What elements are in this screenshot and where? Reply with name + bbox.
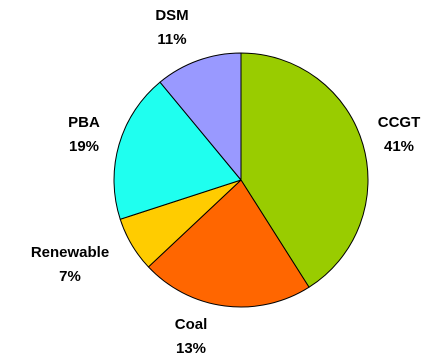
label-coal-name: Coal bbox=[175, 316, 208, 333]
label-pba-name: PBA bbox=[68, 114, 100, 131]
label-pba-percent: 19% bbox=[69, 138, 99, 155]
label-renewable-percent: 7% bbox=[59, 268, 81, 285]
pie-slice-coal bbox=[147, 179, 310, 308]
label-coal-percent: 13% bbox=[176, 340, 206, 357]
pie-slice-ccgt bbox=[240, 52, 369, 288]
pie-slice-pba bbox=[113, 81, 242, 220]
pie-slice-dsm bbox=[159, 52, 242, 181]
label-ccgt-percent: 41% bbox=[384, 138, 414, 155]
label-ccgt-name: CCGT bbox=[378, 114, 421, 131]
pie-slices bbox=[113, 52, 369, 308]
label-dsm-name: DSM bbox=[155, 7, 188, 24]
label-renewable-name: Renewable bbox=[31, 244, 109, 261]
label-dsm-percent: 11% bbox=[157, 31, 186, 48]
